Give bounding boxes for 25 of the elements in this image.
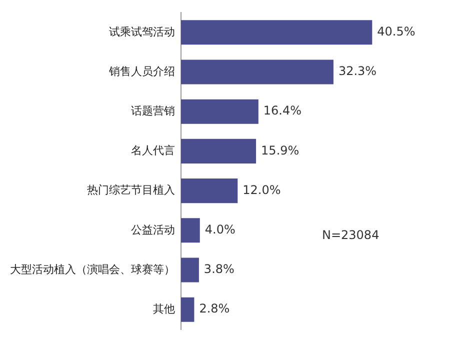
y-tick-label: 公益活动 [131, 223, 175, 236]
y-tick-label: 热门综艺节目植入 [87, 184, 175, 197]
bar [181, 99, 258, 124]
bar [181, 297, 194, 322]
annotation: N=23084 [322, 228, 380, 242]
bar [181, 258, 199, 282]
data-label: 2.8% [199, 302, 230, 316]
bar [181, 178, 238, 204]
y-tick-label: 话题营销 [131, 104, 175, 118]
data-label: 16.4% [263, 104, 302, 118]
bar [181, 138, 256, 164]
y-tick-label: 名人代言 [131, 144, 175, 158]
data-label: 32.3% [338, 64, 377, 78]
data-label: 4.0% [204, 222, 236, 237]
bar [181, 20, 372, 45]
data-label: 40.5% [377, 24, 416, 39]
bar [181, 218, 200, 243]
data-label: 3.8% [204, 262, 234, 276]
y-tick-label: 销售人员介绍 [108, 64, 175, 78]
y-tick-label: 其他 [153, 302, 175, 316]
data-label: 15.9% [261, 143, 300, 158]
y-tick-label: 试乘试驾活动 [109, 25, 175, 38]
data-label: 12.0% [242, 182, 281, 197]
bar [181, 60, 334, 84]
y-tick-label: 大型活动植入（演唱会、球赛等） [10, 262, 175, 276]
